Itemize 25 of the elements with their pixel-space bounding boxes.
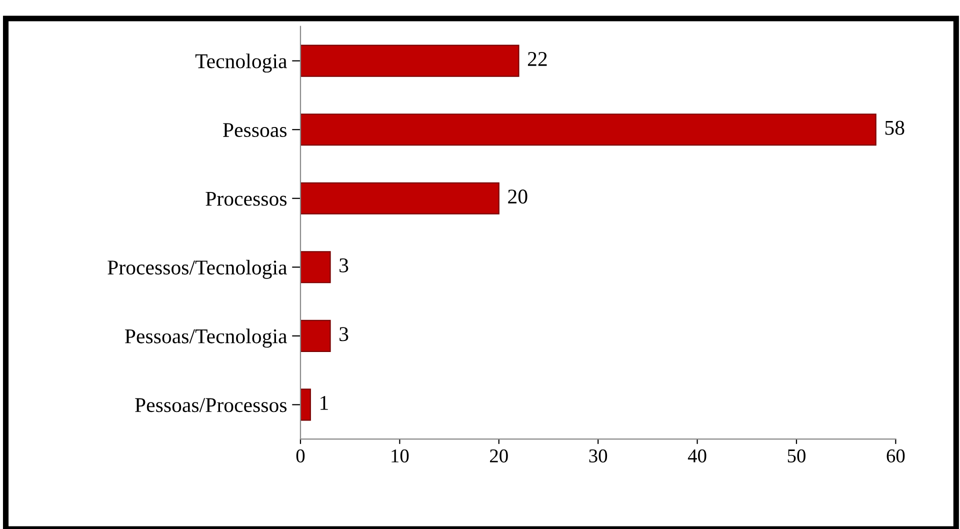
bar [300,251,331,284]
bar [300,182,500,214]
x-tick-label: 60 [886,449,905,462]
data-label: 3 [340,327,348,342]
y-tick-label: Processos/Tecnologia [108,260,287,279]
x-tick-label: 20 [490,449,508,462]
x-tick-label: 10 [392,449,409,462]
y-tick-label: Pessoas/Processos [135,398,287,412]
data-label: 22 [528,52,547,66]
x-tick-label: 50 [788,449,806,462]
x-tick-label: 30 [589,449,608,462]
bar [300,44,520,77]
x-tick-label: 0 [296,449,305,462]
data-label: 3 [340,258,348,272]
y-tick-label: Pessoas [223,123,287,138]
x-tick-label: 40 [688,449,706,462]
data-label: 20 [508,190,528,204]
y-tick-label: Pessoas/Tecnologia [125,328,287,348]
bar [300,320,331,352]
data-label: 58 [885,120,904,135]
data-label: 1 [320,396,328,410]
bar [300,388,311,421]
bar [300,114,876,146]
y-tick-label: Tecnologia [195,54,287,73]
y-tick-label: Processos [206,192,287,206]
